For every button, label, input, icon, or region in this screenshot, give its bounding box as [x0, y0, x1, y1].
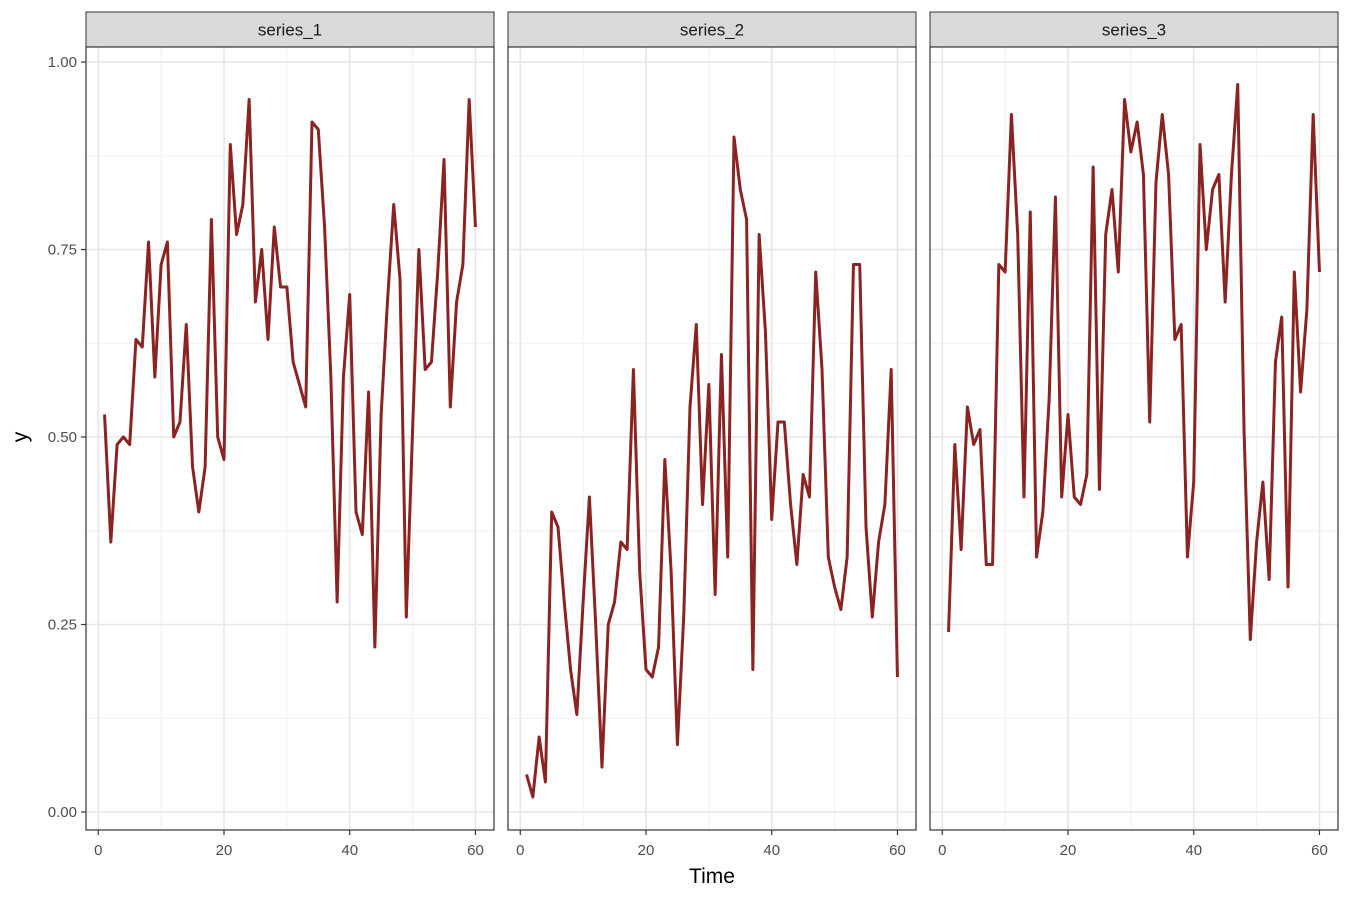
x-tick-label: 20 [638, 842, 655, 859]
x-tick-label: 0 [938, 842, 946, 859]
strip-series_2 [507, 11, 917, 48]
x-tick-label: 60 [467, 842, 484, 859]
panel-series_3: series_3 0 20 40 60 [929, 11, 1339, 859]
series-line-series_3 [947, 83, 1321, 641]
strip-label-series_1: series_1 [258, 21, 322, 40]
panel-border [507, 46, 917, 831]
panel-background [930, 47, 1338, 830]
panels-group: series_1 0 20 40 60 series_2 0 20 40 60 series_3 0 2… [85, 11, 1339, 859]
strip-label-series_3: series_3 [1102, 21, 1166, 40]
y-tick-label: 0.25 [48, 617, 77, 634]
x-axis-title: Time [689, 865, 735, 888]
x-tick-label: 20 [216, 842, 233, 859]
y-axis-title: y [9, 431, 32, 442]
y-axis: 0.00 0.25 0.50 0.75 1.00 [48, 54, 86, 821]
x-tick-label: 60 [889, 842, 906, 859]
panel-background [86, 47, 494, 830]
x-tick-label: 40 [763, 842, 780, 859]
x-tick-label: 20 [1060, 842, 1077, 859]
panel-border [85, 46, 495, 831]
x-tick-label: 0 [94, 842, 102, 859]
panel-series_1: series_1 0 20 40 60 [85, 11, 495, 859]
strip-series_3 [929, 11, 1339, 48]
y-tick-label: 0.75 [48, 242, 77, 259]
x-tick-label: 60 [1311, 842, 1328, 859]
series-line-series_2 [525, 135, 899, 799]
series-line-series_1 [103, 98, 477, 649]
strip-label-series_2: series_2 [680, 21, 744, 40]
panel-background [508, 47, 916, 830]
x-tick-label: 40 [341, 842, 358, 859]
x-tick-label: 40 [1185, 842, 1202, 859]
y-tick-label: 1.00 [48, 54, 77, 71]
panel-border [929, 46, 1339, 831]
strip-series_1 [85, 11, 495, 48]
y-tick-label: 0.50 [48, 429, 77, 446]
y-tick-label: 0.00 [48, 804, 77, 821]
x-tick-label: 0 [516, 842, 524, 859]
panel-series_2: series_2 0 20 40 60 [507, 11, 917, 859]
